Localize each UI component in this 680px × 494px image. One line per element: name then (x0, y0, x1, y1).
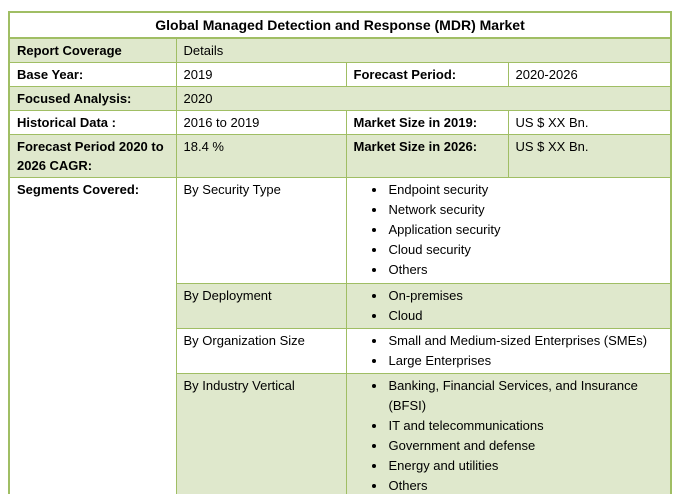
report-coverage-value: Details (175, 37, 672, 63)
segment-item: Application security (387, 220, 664, 240)
segment-item: Small and Medium-sized Enterprises (SMEs… (387, 331, 664, 351)
segment-item: Government and defense (387, 436, 664, 456)
segment-group-name: By Deployment (175, 283, 347, 329)
market-size-2026-value: US $ XX Bn. (507, 134, 672, 178)
focused-analysis-value: 2020 (175, 86, 672, 111)
segment-item: On-premises (387, 286, 664, 306)
segment-item: Banking, Financial Services, and Insuran… (387, 376, 664, 416)
historical-data-label: Historical Data : (8, 110, 177, 135)
report-coverage-label: Report Coverage (8, 37, 177, 63)
segment-group-items: Small and Medium-sized Enterprises (SMEs… (345, 328, 672, 374)
segment-group-items: Endpoint security Network security Appli… (345, 177, 672, 284)
organization-size-list: Small and Medium-sized Enterprises (SMEs… (354, 331, 664, 371)
market-size-2019-label: Market Size in 2019: (345, 110, 509, 135)
historical-data-value: 2016 to 2019 (175, 110, 347, 135)
row-segments-deployment: By Deployment On-premises Cloud (9, 283, 672, 329)
segment-item: Large Enterprises (387, 351, 664, 371)
cagr-value: 18.4 % (175, 134, 347, 178)
segment-item: Others (387, 476, 664, 494)
industry-vertical-list: Banking, Financial Services, and Insuran… (354, 376, 664, 494)
segment-item: Cloud security (387, 240, 664, 260)
row-cagr: Forecast Period 2020 to 2026 CAGR: 18.4 … (8, 134, 672, 178)
segment-group-name: By Organization Size (175, 328, 347, 374)
security-type-list: Endpoint security Network security Appli… (354, 180, 664, 280)
segment-item: IT and telecommunications (387, 416, 664, 436)
segment-item: Network security (387, 200, 664, 220)
segment-item: Endpoint security (387, 180, 664, 200)
mdr-market-report-table: Global Managed Detection and Response (M… (8, 11, 672, 494)
row-segments-industry-vertical: By Industry Vertical Banking, Financial … (9, 373, 672, 494)
segment-item: Energy and utilities (387, 456, 664, 476)
segment-group-name: By Industry Vertical (175, 373, 347, 494)
base-year-label: Base Year: (8, 62, 177, 87)
table-title: Global Managed Detection and Response (M… (8, 11, 672, 39)
row-report-coverage: Report Coverage Details (8, 37, 672, 63)
row-historical-data: Historical Data : 2016 to 2019 Market Si… (8, 110, 672, 135)
market-size-2026-label: Market Size in 2026: (345, 134, 509, 178)
segment-group-items: Banking, Financial Services, and Insuran… (345, 373, 672, 494)
row-segments-organization-size: By Organization Size Small and Medium-si… (9, 328, 672, 374)
row-base-year: Base Year: 2019 Forecast Period: 2020-20… (8, 62, 672, 87)
forecast-period-value: 2020-2026 (507, 62, 672, 87)
segment-item: Cloud (387, 306, 664, 326)
deployment-list: On-premises Cloud (354, 286, 664, 326)
forecast-period-label: Forecast Period: (345, 62, 509, 87)
segment-group-name: By Security Type (175, 177, 347, 284)
segment-group-items: On-premises Cloud (345, 283, 672, 329)
segment-item: Others (387, 260, 664, 280)
cagr-label: Forecast Period 2020 to 2026 CAGR: (8, 134, 177, 178)
segments-covered-label: Segments Covered: (8, 177, 177, 494)
table-title-row: Global Managed Detection and Response (M… (8, 11, 672, 39)
focused-analysis-label: Focused Analysis: (8, 86, 177, 111)
row-focused-analysis: Focused Analysis: 2020 (8, 86, 672, 111)
market-size-2019-value: US $ XX Bn. (507, 110, 672, 135)
base-year-value: 2019 (175, 62, 347, 87)
row-segments-security-type: Segments Covered: By Security Type Endpo… (8, 177, 672, 494)
